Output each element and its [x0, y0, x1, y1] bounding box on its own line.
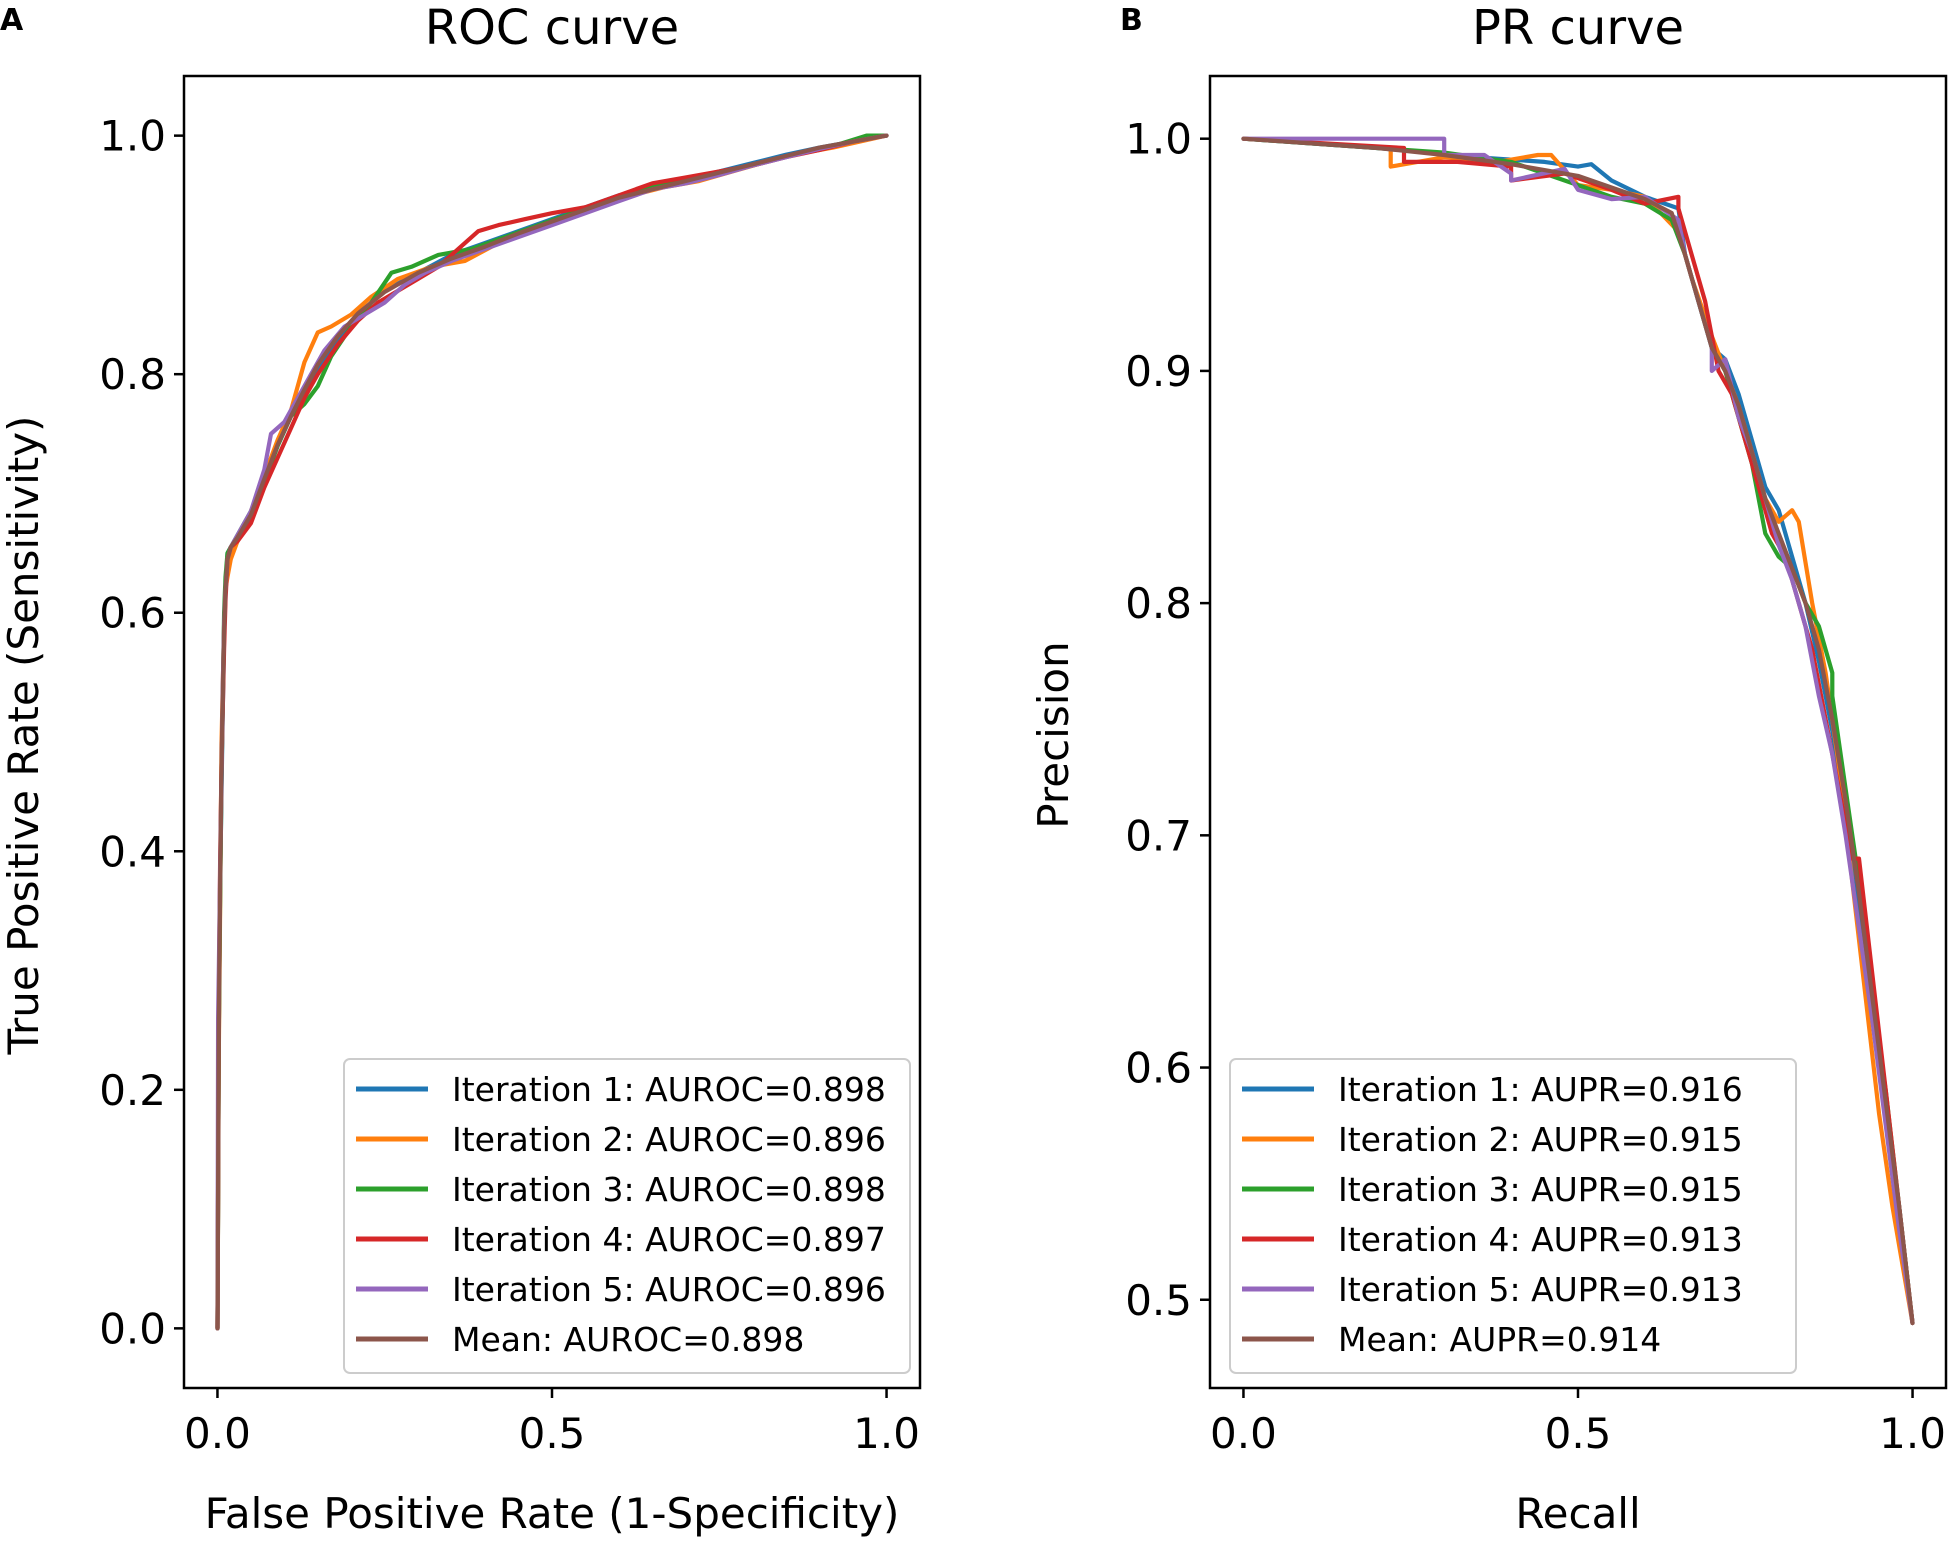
pr-legend-entry: Iteration 3: AUPR=0.915 — [1338, 1170, 1743, 1209]
pr-y-tick-label: 1.0 — [1125, 115, 1192, 164]
pr-x-tick-label: 1.0 — [1879, 1409, 1946, 1458]
roc-series-lines — [215, 133, 889, 1331]
pr-legend-entry: Iteration 1: AUPR=0.916 — [1338, 1070, 1743, 1109]
pr-y-tick-label: 0.5 — [1125, 1276, 1192, 1325]
pr-plot-area: 0.0 0.5 1.0 0.5 0.6 0.7 0.8 0.9 1.0 Iteration 1: … — [1125, 74, 1948, 1458]
roc-plot-area: 0.0 0.5 1.0 0.0 0.2 0.4 0.6 0.8 1.0 Iteration 1: … — [99, 74, 922, 1458]
pr-legend-entry: Mean: AUPR=0.914 — [1338, 1320, 1661, 1359]
pr-legend-entry: Iteration 5: AUPR=0.913 — [1338, 1270, 1743, 1309]
roc-title: ROC curve — [425, 0, 679, 56]
roc-legend: Iteration 1: AUROC=0.898 Iteration 2: AUR… — [343, 1058, 911, 1374]
pr-series-line-6 — [1241, 136, 1915, 1326]
pr-series-line-5 — [1241, 136, 1915, 1326]
roc-legend-entry: Iteration 3: AUROC=0.898 — [452, 1170, 886, 1209]
pr-y-tick-label: 0.8 — [1125, 579, 1192, 628]
panel-letter-b: B — [1120, 3, 1143, 38]
pr-series-lines — [1241, 136, 1915, 1326]
pr-y-tick-label: 0.6 — [1125, 1044, 1192, 1093]
pr-x-tick-label: 0.0 — [1210, 1409, 1277, 1458]
pr-y-label: Precision — [1029, 641, 1078, 828]
roc-legend-entry: Iteration 5: AUROC=0.896 — [452, 1270, 886, 1309]
roc-legend-entry: Iteration 4: AUROC=0.897 — [452, 1220, 886, 1259]
roc-x-tick-label: 1.0 — [853, 1409, 920, 1458]
roc-legend-entry: Mean: AUROC=0.898 — [452, 1320, 804, 1359]
roc-legend-entry: Iteration 1: AUROC=0.898 — [452, 1070, 886, 1109]
roc-legend-box — [343, 1058, 911, 1374]
pr-legend-entry: Iteration 2: AUPR=0.915 — [1338, 1120, 1743, 1159]
pr-legend-box — [1229, 1058, 1797, 1374]
pr-title: PR curve — [1472, 0, 1684, 56]
roc-y-tick-label: 0.4 — [99, 827, 166, 876]
roc-x-tick-label: 0.0 — [184, 1409, 251, 1458]
panel-pr: B PR curve 0.0 0.5 1.0 0.5 0.6 0.7 0.8 0.9 1.0 It… — [1029, 0, 1948, 1538]
pr-legend: Iteration 1: AUPR=0.916 Iteration 2: AUPR… — [1229, 1058, 1797, 1374]
roc-y-tick-label: 1.0 — [99, 112, 166, 161]
panel-letter-a: A — [0, 3, 24, 38]
roc-y-tick-label: 0.6 — [99, 589, 166, 638]
pr-y-tick-label: 0.9 — [1125, 347, 1192, 396]
pr-legend-entry: Iteration 4: AUPR=0.913 — [1338, 1220, 1743, 1259]
roc-x-label: False Positive Rate (1-Specificity) — [205, 1489, 900, 1538]
pr-x-label: Recall — [1515, 1489, 1640, 1538]
roc-legend-entry: Iteration 2: AUROC=0.896 — [452, 1120, 886, 1159]
pr-y-tick-label: 0.7 — [1125, 811, 1192, 860]
roc-y-tick-label: 0.0 — [99, 1304, 166, 1353]
roc-series-line-6 — [215, 133, 889, 1331]
roc-x-tick-label: 0.5 — [519, 1409, 586, 1458]
roc-y-label: True Positive Rate (Sensitivity) — [0, 416, 48, 1056]
pr-x-tick-label: 0.5 — [1545, 1409, 1612, 1458]
roc-y-tick-label: 0.8 — [99, 350, 166, 399]
panel-roc: A ROC curve 0.0 0.5 1.0 0.0 0.2 0.4 0.6 0.8 1.0 I… — [0, 0, 922, 1538]
roc-y-tick-label: 0.2 — [99, 1066, 166, 1115]
